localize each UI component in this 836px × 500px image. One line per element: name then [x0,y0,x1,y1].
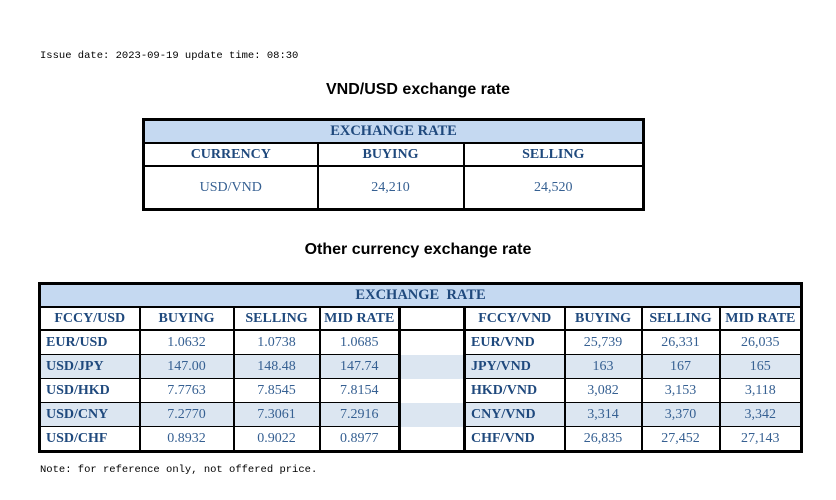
selling-rate-cell: 3,370 [640,402,721,427]
gap-spacer [400,427,465,452]
column-header-buying-vnd: BUYING [563,306,643,331]
currency-pair-cell: USD/VND [142,165,319,211]
gap-spacer [400,379,465,403]
mid-rate-cell: 7.2916 [318,402,401,427]
column-header-currency: CURRENCY [142,142,319,167]
usd-vnd-rate-table: EXCHANGE RATE CURRENCY BUYING SELLING US… [142,118,645,211]
buying-rate-cell: 163 [563,354,643,379]
mid-rate-cell: 1.0685 [318,329,401,355]
mid-rate-cell: 3,342 [718,402,803,427]
mid-rate-cell: 0.8977 [318,426,401,452]
buying-rate-cell: 3,082 [563,378,643,403]
buying-rate-cell: 24,210 [316,165,465,211]
column-header-buying: BUYING [316,142,465,167]
currency-pair-cell: HKD/VND [463,378,566,403]
buying-rate-cell: 3,314 [563,402,643,427]
selling-rate-cell: 26,331 [640,329,721,355]
mid-rate-cell: 27,143 [718,426,803,452]
currency-pair-cell: USD/JPY [38,354,141,379]
selling-rate-cell: 24,520 [462,165,645,211]
usd-table-header-band: EXCHANGE RATE [142,118,645,144]
selling-rate-cell: 1.0738 [232,329,321,355]
mid-rate-cell: 3,118 [718,378,803,403]
selling-rate-cell: 3,153 [640,378,721,403]
currency-pair-cell: JPY/VND [463,354,566,379]
gap-spacer [399,354,465,379]
column-header-fccy-vnd: FCCY/VND [463,306,566,331]
mid-rate-cell: 7.8154 [318,378,401,403]
column-header-buying-usd: BUYING [138,306,235,331]
other-table-title: Other currency exchange rate [304,241,532,258]
buying-rate-cell: 7.2770 [138,402,235,427]
gap-spacer [400,330,465,355]
column-header-fccy-usd: FCCY/USD [38,306,141,331]
buying-rate-cell: 1.0632 [138,329,235,355]
currency-pair-cell: USD/HKD [38,378,141,403]
buying-rate-cell: 25,739 [563,329,643,355]
column-header-selling: SELLING [462,142,645,167]
selling-rate-cell: 148.48 [232,354,321,379]
currency-pair-cell: USD/CHF [38,426,141,452]
currency-pair-cell: CHF/VND [463,426,566,452]
gap-spacer [399,402,465,427]
gap-spacer [399,307,465,331]
selling-rate-cell: 7.3061 [232,402,321,427]
footer-note: Note: for reference only, not offered pr… [40,464,318,476]
mid-rate-cell: 26,035 [718,329,803,355]
currency-pair-cell: USD/CNY [38,402,141,427]
selling-rate-cell: 167 [640,354,721,379]
buying-rate-cell: 147.00 [138,354,235,379]
mid-rate-cell: 147.74 [318,354,401,379]
column-header-midrate-usd: MID RATE [318,306,401,331]
mid-rate-cell: 165 [718,354,803,379]
other-table-header-band: EXCHANGE RATE [38,283,803,308]
issue-date-line: Issue date: 2023-09-19 update time: 08:3… [40,50,299,62]
currency-pair-cell: CNY/VND [463,402,566,427]
selling-rate-cell: 0.9022 [232,426,321,452]
currency-pair-cell: EUR/VND [463,329,566,355]
selling-rate-cell: 27,452 [640,426,721,452]
buying-rate-cell: 7.7763 [138,378,235,403]
buying-rate-cell: 0.8932 [138,426,235,452]
currency-pair-cell: EUR/USD [38,329,141,355]
buying-rate-cell: 26,835 [563,426,643,452]
column-header-selling-usd: SELLING [232,306,321,331]
column-header-midrate-vnd: MID RATE [718,306,803,331]
other-currency-rate-table: EXCHANGE RATE FCCY/USD BUYING SELLING MI… [38,282,804,453]
usd-table-title: VND/USD exchange rate [325,81,511,98]
column-header-selling-vnd: SELLING [640,306,721,331]
selling-rate-cell: 7.8545 [232,378,321,403]
